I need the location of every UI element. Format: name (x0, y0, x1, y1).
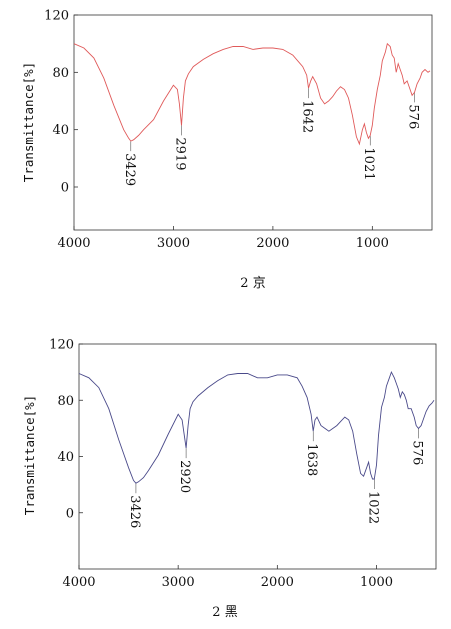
x-tick-label: 3000 (157, 236, 190, 251)
figure-caption: 2 京 (240, 276, 265, 291)
x-tick-label: 4000 (62, 575, 95, 590)
y-tick-label: 0 (66, 506, 74, 521)
x-tick-label: 4000 (57, 236, 90, 251)
peak-label: 576 (410, 440, 425, 465)
x-tick-label: 3000 (162, 575, 195, 590)
peak-label: 1021 (361, 147, 376, 180)
peak-label: 3429 (122, 153, 137, 186)
peak-label: 2919 (173, 137, 188, 170)
chart-jing: 0 40 80 120 4000 3000 2000 1000 3429 2919 1642 10… (21, 9, 433, 291)
x-tick-label: 2000 (256, 236, 289, 251)
x-tick-label: 2000 (261, 575, 294, 590)
peak-label: 1638 (304, 443, 319, 476)
peak-label: 1642 (300, 100, 315, 133)
y-tick-label: 120 (44, 9, 69, 24)
spectrum-line (73, 42, 431, 146)
y-tick-label: 40 (52, 123, 69, 138)
x-tick-label: 1000 (356, 236, 389, 251)
x-tick-label: 1000 (360, 575, 393, 590)
peak-label: 3426 (127, 495, 142, 528)
peak-label: 576 (406, 104, 421, 129)
peak-label: 1022 (365, 491, 380, 524)
y-tick-label: 120 (49, 338, 74, 353)
chart-hei: 0 40 80 120 4000 3000 2000 1000 3426 2920 1638 10… (22, 338, 437, 620)
figure-caption: 2 黑 (212, 605, 237, 620)
plot-frame (73, 14, 433, 231)
peak-label: 2920 (177, 460, 192, 493)
y-tick-label: 80 (57, 394, 74, 409)
spectrum-line (78, 370, 435, 484)
y-axis-label: Transmittance[%] (22, 395, 37, 515)
y-tick-label: 80 (52, 66, 69, 81)
y-tick-label: 40 (57, 450, 74, 465)
y-tick-label: 0 (61, 181, 69, 196)
y-axis-label: Transmittance[%] (21, 62, 36, 182)
